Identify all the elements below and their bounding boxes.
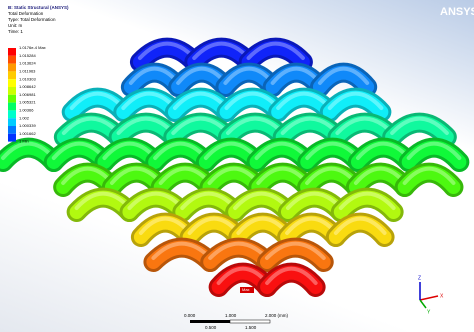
triad-z-label: Z <box>418 275 421 281</box>
legend-label: 1.013624 <box>19 61 36 66</box>
legend-swatch <box>8 103 16 111</box>
model-render <box>3 44 459 287</box>
legend-swatch <box>8 48 16 56</box>
legend: 1.0176e-4 Max 1.015284 1.013624 1.011963 1.0… <box>8 45 46 144</box>
legend-swatch <box>8 79 16 87</box>
legend-swatch <box>8 118 16 126</box>
legend-label: 1 Min <box>19 139 29 144</box>
legend-swatch <box>8 134 16 142</box>
legend-label: 1.010303 <box>19 76 36 81</box>
scale-seg <box>190 320 230 323</box>
legend-label: 1.015284 <box>19 53 36 58</box>
scene: B: Static Structural (ANSYS) Total Defor… <box>0 0 474 332</box>
legend-swatch <box>8 110 16 118</box>
scale-label: 0.000 <box>184 313 196 318</box>
triad-x-label: X <box>440 293 444 299</box>
scale-label: 2.000 (mm) <box>265 313 289 318</box>
legend-swatch <box>8 126 16 134</box>
triad-y <box>420 300 426 308</box>
scale-seg <box>230 320 270 323</box>
triad: X Y Z <box>418 275 444 315</box>
scale-label: 1.500 <box>245 325 257 330</box>
legend-label: 1.002 <box>19 115 30 120</box>
legend-label: 1.006981 <box>19 92 36 97</box>
legend-swatch <box>8 87 16 95</box>
legend-label: 1.0176e-4 Max <box>19 45 46 50</box>
max-tag: Max <box>240 287 254 293</box>
max-tag-label: Max <box>242 287 250 292</box>
legend-label: 1.008642 <box>19 84 36 89</box>
logo: ANSYS <box>440 6 474 18</box>
triad-y-label: Y <box>427 309 431 315</box>
legend-swatch <box>8 71 16 79</box>
analysis-title: B: Static Structural (ANSYS) <box>8 5 69 10</box>
result-time: Time: 1 <box>8 29 23 34</box>
result-name: Total Deformation <box>8 11 44 16</box>
scale-bar: 0.000 1.000 2.000 (mm) 0.500 1.500 <box>184 313 289 330</box>
legend-swatch <box>8 64 16 72</box>
legend-label: 1.00366 <box>19 107 34 112</box>
scale-label: 1.000 <box>225 313 237 318</box>
legend-label: 1.011963 <box>19 68 36 73</box>
triad-x <box>420 296 438 300</box>
legend-label: 1.001662 <box>19 131 36 136</box>
legend-swatch <box>8 56 16 64</box>
legend-label: 1.000339 <box>19 123 36 128</box>
result-type: Type: Total Deformation <box>8 17 56 22</box>
legend-label: 1.005321 <box>19 100 36 105</box>
ansys-viewport: B: Static Structural (ANSYS) Total Defor… <box>0 0 474 332</box>
legend-swatch <box>8 95 16 103</box>
result-unit: Unit: m <box>8 23 23 28</box>
scale-label: 0.500 <box>205 325 217 330</box>
